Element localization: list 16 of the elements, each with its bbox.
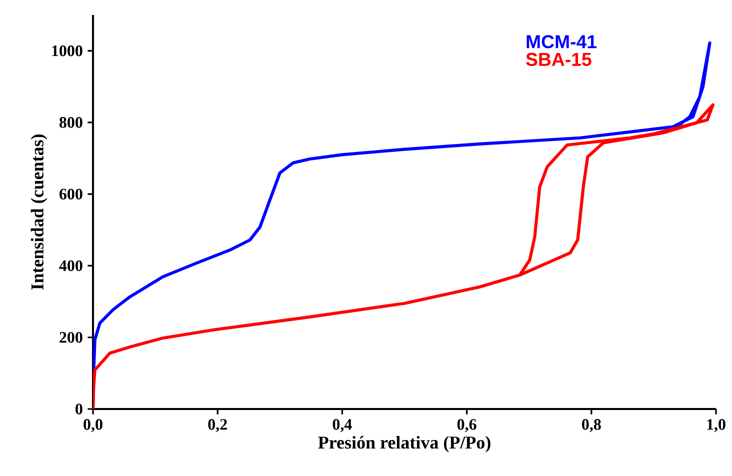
text: MCM-41 (526, 35, 597, 48)
y-tick-label: 200 (60, 332, 82, 343)
x-tick-label: 0,2 (208, 419, 227, 432)
y-tick-label: 0 (76, 404, 82, 414)
y-tick-label: 1000 (52, 45, 82, 56)
x-tick-label: 0,6 (457, 419, 476, 432)
y-tick-label: 600 (60, 188, 82, 200)
text: SBA-15 (526, 52, 592, 66)
x-tick-label: 0,0 (84, 419, 102, 432)
x-tick-label: 1,0 (707, 419, 726, 432)
x-tick-label: 0,8 (582, 419, 601, 432)
y-axis-title: Intensidad (cuentas) (30, 134, 48, 290)
y-tick-label: 400 (59, 260, 82, 272)
x-tick-label: 0,4 (332, 419, 352, 432)
y-tick-label: 800 (59, 117, 82, 128)
x-axis-title: Presión relativa (P/Po) (318, 436, 490, 452)
